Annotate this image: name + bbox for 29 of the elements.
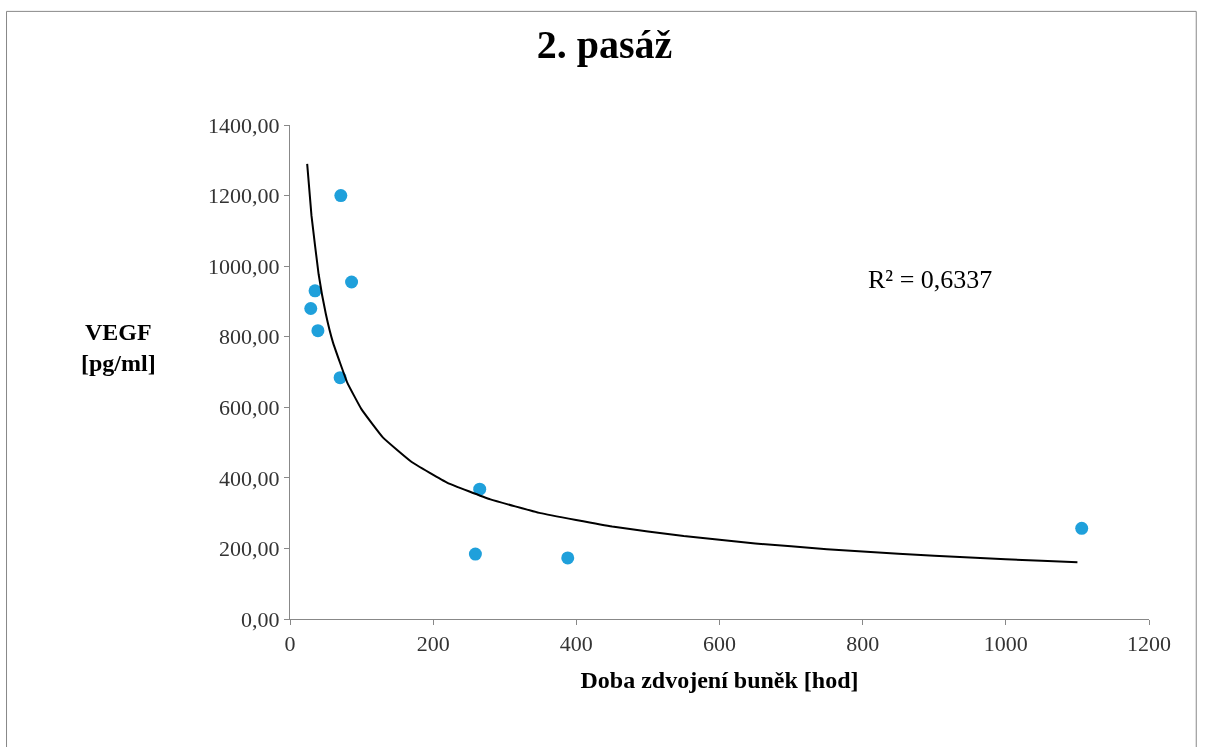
chart-title: 2. pasáž — [536, 21, 673, 67]
x-tick-label: 800 — [846, 631, 880, 657]
y-tick-label: 200,00 — [219, 536, 280, 562]
x-axis-title: Doba zdvojení buněk [hod] — [580, 666, 859, 693]
y-axis-title: VEGF [pg/ml] — [81, 319, 156, 377]
point — [468, 547, 482, 561]
x-tick-label: 400 — [559, 631, 593, 657]
y-tick-label: 600,00 — [219, 394, 280, 420]
point — [334, 189, 348, 203]
y-tick-label: 1400,00 — [208, 112, 280, 138]
x-tick-label: 200 — [416, 631, 450, 657]
x-tick-label: 0 — [284, 631, 296, 657]
x-tick-label: 1000 — [983, 631, 1028, 657]
y-tick-label: 400,00 — [219, 465, 280, 491]
annotation: R² = 0,6337 — [868, 265, 993, 294]
x-tick-label: 600 — [703, 631, 736, 657]
x-tick-label: 1200 — [1127, 631, 1171, 657]
y-tick-label: 800,00 — [219, 324, 280, 350]
point — [561, 551, 575, 565]
point — [1075, 521, 1089, 535]
point — [304, 301, 318, 315]
point — [473, 482, 487, 496]
point — [311, 324, 325, 338]
y-tick-label: 1000,00 — [208, 253, 280, 279]
line-series — [306, 162, 1079, 564]
y-tick-label: 0,00 — [241, 606, 280, 632]
y-tick-label: 1200,00 — [208, 183, 280, 209]
point — [308, 284, 322, 298]
point — [345, 275, 359, 289]
